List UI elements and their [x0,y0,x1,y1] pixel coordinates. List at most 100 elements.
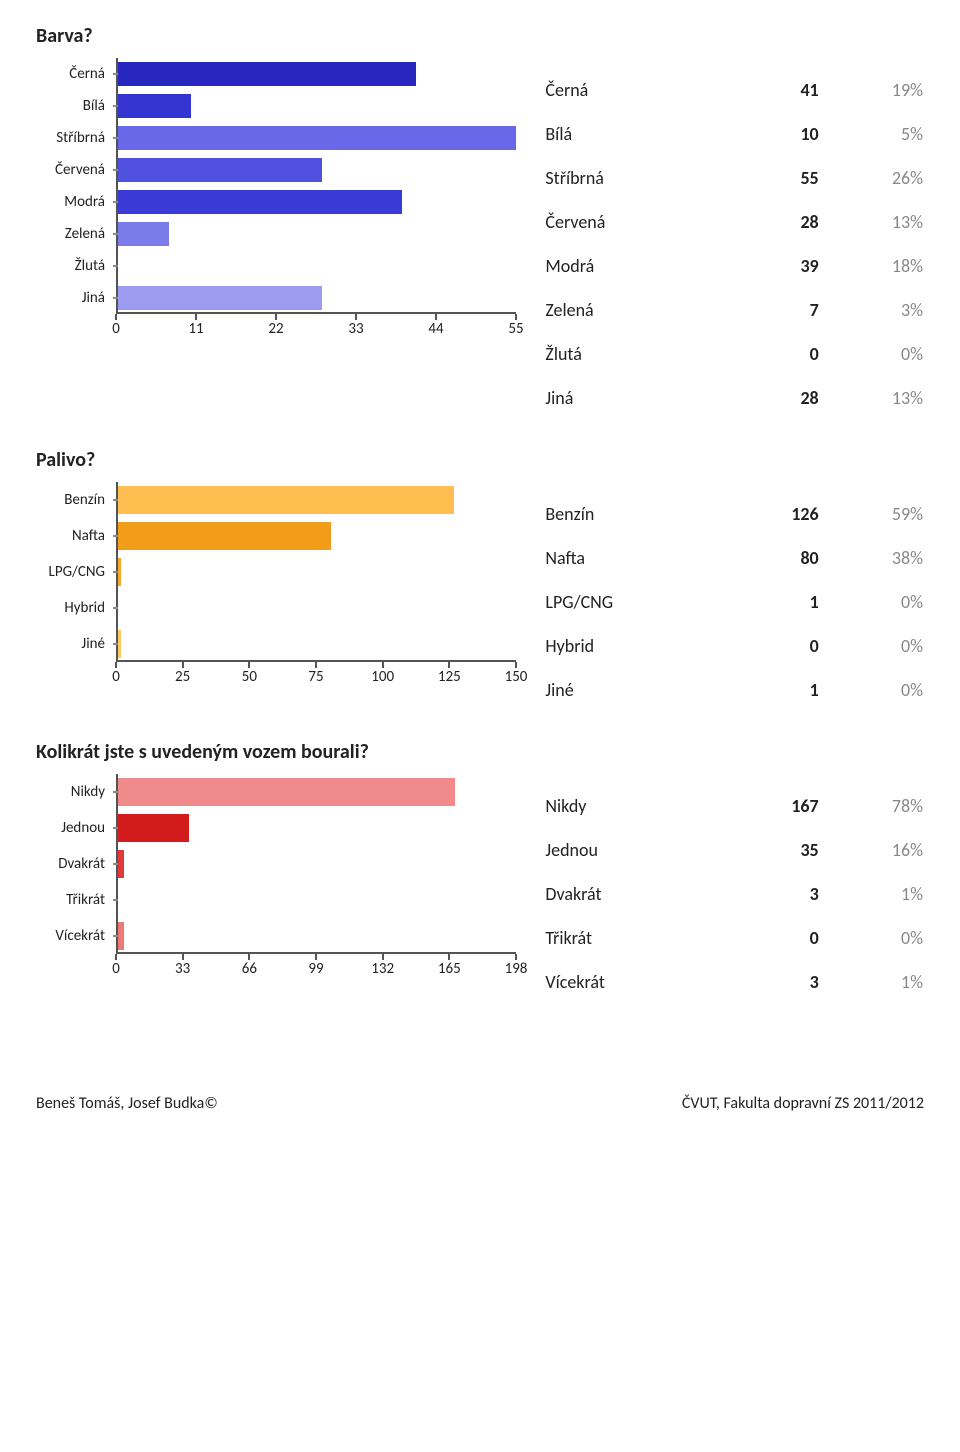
chart-area: ČernáBíláStříbrnáČervenáModráZelenáŽlutá… [36,58,524,338]
chart-plot: ČernáBíláStříbrnáČervenáModráZelenáŽlutá… [116,58,516,314]
x-tick-label: 33 [348,320,363,338]
table-cell-percent: 0% [837,916,924,960]
table-row: LPG/CNG 1 0% [544,580,924,624]
y-axis-label: Jiné [81,635,105,653]
table-cell-percent: 13% [837,200,924,244]
x-tick-label: 66 [242,960,257,978]
table-cell-label: Vícekrát [544,960,753,1004]
table-cell-count: 28 [753,376,837,420]
table-cell-count: 80 [753,536,837,580]
bar-stříbrná [118,126,516,150]
bar-row [118,482,516,518]
x-tick-label: 55 [508,320,523,338]
table-cell-percent: 5% [837,112,924,156]
y-axis-label: Hybrid [64,599,105,617]
bar-row [118,626,516,662]
y-axis-label: Třikrát [66,891,105,909]
table-cell-count: 28 [753,200,837,244]
table-cell-percent: 18% [837,244,924,288]
table-cell-label: Jednou [544,828,753,872]
y-axis-labels: ČernáBíláStříbrnáČervenáModráZelenáŽlutá… [38,58,113,312]
chart-area: NikdyJednouDvakrátTřikrátVícekrát [36,774,524,978]
page-footer: Beneš Tomáš, Josef Budka© ČVUT, Fakulta … [36,1094,924,1113]
x-tick-label: 25 [175,668,190,686]
bar-černá [118,62,416,86]
x-axis: 0 33 66 99 132 165 198 [116,954,516,978]
bar-modrá [118,190,402,214]
table-cell-count: 1 [753,580,837,624]
table-cell-count: 35 [753,828,837,872]
table-cell-count: 126 [753,492,837,536]
table-cell-label: Benzín [544,492,753,536]
bar-jiná [118,286,322,310]
bar-červená [118,158,322,182]
bar-nikdy [118,778,455,806]
y-tick-mark [113,607,118,609]
x-tick-label: 198 [505,960,528,978]
y-axis-label: Červená [55,161,105,179]
bar-vícekrát [118,922,124,950]
section-title: Kolikrát jste s uvedeným vozem bourali? [36,740,924,764]
table-row: Jiná 28 13% [544,376,924,420]
section-0: Barva? ČernáBíláStříbrnáČervenáModráZele… [36,24,924,420]
table-cell-percent: 38% [837,536,924,580]
y-axis-label: Modrá [64,193,105,211]
bar-row [118,846,516,882]
table-row: Nikdy 167 78% [544,784,924,828]
x-tick-label: 0 [112,668,120,686]
y-tick-mark [113,265,118,267]
table-cell-label: Jiné [544,668,753,712]
bar-benzín [118,486,454,514]
table-row: Nafta 80 38% [544,536,924,580]
table-row: Hybrid 0 0% [544,624,924,668]
bar-row [118,774,516,810]
table-row: Modrá 39 18% [544,244,924,288]
x-tick-label: 150 [505,668,528,686]
table-cell-count: 3 [753,872,837,916]
x-tick-label: 100 [371,668,394,686]
table-cell-percent: 0% [837,332,924,376]
y-axis-label: Stříbrná [56,129,105,147]
bar-row [118,154,516,186]
table-cell-count: 0 [753,624,837,668]
y-axis-label: Zelená [65,225,105,243]
y-axis-label: LPG/CNG [49,563,105,581]
x-tick-label: 99 [308,960,323,978]
y-axis-label: Vícekrát [55,927,105,945]
y-axis-label: Bílá [83,97,105,115]
table-row: Dvakrát 3 1% [544,872,924,916]
x-tick-label: 0 [112,960,120,978]
table-row: Červená 28 13% [544,200,924,244]
table-row: Žlutá 0 0% [544,332,924,376]
table-cell-label: Dvakrát [544,872,753,916]
table-cell-count: 167 [753,784,837,828]
table-cell-percent: 0% [837,580,924,624]
table-cell-percent: 26% [837,156,924,200]
x-tick-label: 165 [438,960,461,978]
table-cell-percent: 16% [837,828,924,872]
footer-left: Beneš Tomáš, Josef Budka© [36,1094,218,1113]
table-cell-label: Zelená [544,288,753,332]
table-cell-percent: 19% [837,68,924,112]
x-tick-label: 33 [175,960,190,978]
section-2: Kolikrát jste s uvedeným vozem bourali? … [36,740,924,1004]
table-row: Bílá 10 5% [544,112,924,156]
bar-row [118,810,516,846]
bar-row [118,554,516,590]
table-row: Jednou 35 16% [544,828,924,872]
table-cell-label: Červená [544,200,753,244]
table-cell-count: 10 [753,112,837,156]
chart-column: BenzínNaftaLPG/CNGHybridJiné [36,482,524,686]
chart-plot: NikdyJednouDvakrátTřikrátVícekrát [116,774,516,954]
table-cell-count: 7 [753,288,837,332]
data-column: Černá 41 19% Bílá 10 5% Stříbrná 55 26% … [524,58,924,420]
bar-row [118,122,516,154]
data-column: Nikdy 167 78% Jednou 35 16% Dvakrát 3 1%… [524,774,924,1004]
table-cell-label: Stříbrná [544,156,753,200]
table-cell-percent: 13% [837,376,924,420]
table-cell-count: 3 [753,960,837,1004]
table-cell-label: Třikrát [544,916,753,960]
y-axis-label: Nikdy [71,783,105,801]
bar-zelená [118,222,169,246]
data-table: Černá 41 19% Bílá 10 5% Stříbrná 55 26% … [544,68,924,420]
